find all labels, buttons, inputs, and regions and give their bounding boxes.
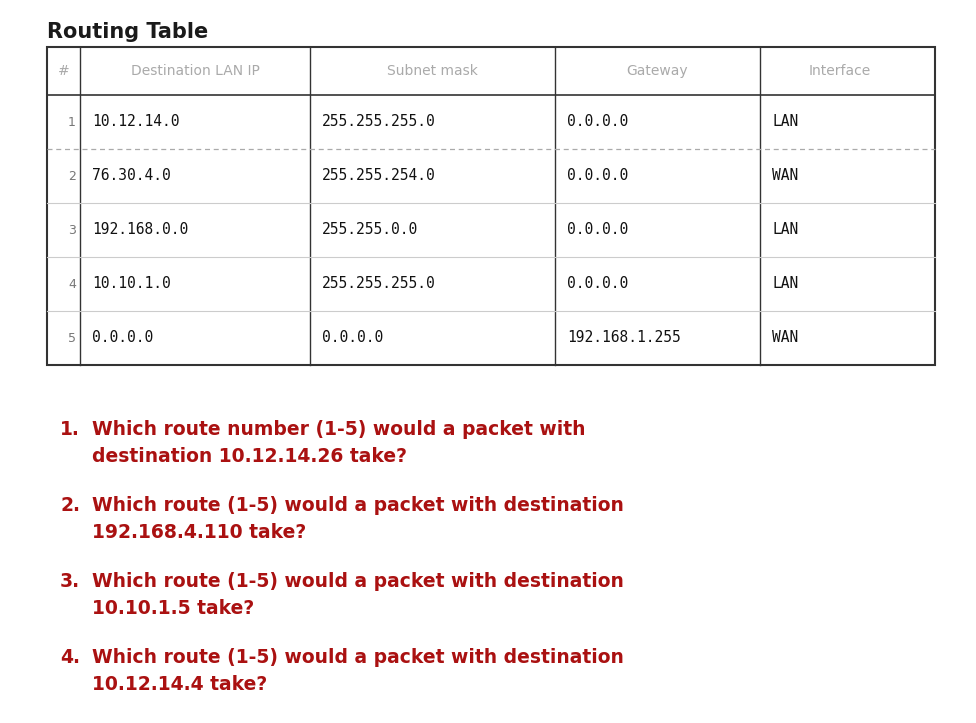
Text: 255.255.254.0: 255.255.254.0 bbox=[322, 168, 435, 184]
Text: destination 10.12.14.26 take?: destination 10.12.14.26 take? bbox=[92, 447, 407, 466]
Text: 192.168.4.110 take?: 192.168.4.110 take? bbox=[92, 523, 306, 542]
Text: 255.255.255.0: 255.255.255.0 bbox=[322, 114, 435, 129]
Text: 4.: 4. bbox=[60, 648, 80, 667]
Text: 10.10.1.5 take?: 10.10.1.5 take? bbox=[92, 599, 255, 618]
Text: 10.12.14.4 take?: 10.12.14.4 take? bbox=[92, 675, 267, 694]
Text: 5: 5 bbox=[68, 332, 76, 344]
Text: 0.0.0.0: 0.0.0.0 bbox=[567, 276, 629, 291]
Text: Destination LAN IP: Destination LAN IP bbox=[131, 64, 260, 78]
Text: Gateway: Gateway bbox=[627, 64, 688, 78]
Text: Which route number (1-5) would a packet with: Which route number (1-5) would a packet … bbox=[92, 420, 586, 439]
Text: Interface: Interface bbox=[809, 64, 872, 78]
Text: Subnet mask: Subnet mask bbox=[387, 64, 478, 78]
Text: 192.168.1.255: 192.168.1.255 bbox=[567, 330, 680, 346]
Text: 255.255.0.0: 255.255.0.0 bbox=[322, 223, 419, 237]
Text: LAN: LAN bbox=[772, 276, 798, 291]
Text: 3: 3 bbox=[68, 223, 76, 236]
Text: Routing Table: Routing Table bbox=[47, 22, 208, 42]
Text: 0.0.0.0: 0.0.0.0 bbox=[567, 223, 629, 237]
Text: 255.255.255.0: 255.255.255.0 bbox=[322, 276, 435, 291]
Text: 1.: 1. bbox=[60, 420, 80, 439]
Text: Which route (1-5) would a packet with destination: Which route (1-5) would a packet with de… bbox=[92, 496, 624, 515]
Text: 0.0.0.0: 0.0.0.0 bbox=[322, 330, 384, 346]
Text: #: # bbox=[58, 64, 69, 78]
Text: 1: 1 bbox=[68, 116, 76, 129]
Text: Which route (1-5) would a packet with destination: Which route (1-5) would a packet with de… bbox=[92, 648, 624, 667]
Text: 76.30.4.0: 76.30.4.0 bbox=[92, 168, 171, 184]
Text: Which route (1-5) would a packet with destination: Which route (1-5) would a packet with de… bbox=[92, 572, 624, 591]
Text: WAN: WAN bbox=[772, 168, 798, 184]
Text: 0.0.0.0: 0.0.0.0 bbox=[567, 114, 629, 129]
Text: 4: 4 bbox=[68, 278, 76, 291]
Text: 2: 2 bbox=[68, 169, 76, 182]
Text: 10.12.14.0: 10.12.14.0 bbox=[92, 114, 180, 129]
Text: LAN: LAN bbox=[772, 114, 798, 129]
Text: LAN: LAN bbox=[772, 223, 798, 237]
Text: 0.0.0.0: 0.0.0.0 bbox=[92, 330, 153, 346]
Text: 3.: 3. bbox=[60, 572, 80, 591]
Text: WAN: WAN bbox=[772, 330, 798, 346]
Text: 2.: 2. bbox=[60, 496, 80, 515]
Bar bbox=[47, 47, 935, 365]
Text: 0.0.0.0: 0.0.0.0 bbox=[567, 168, 629, 184]
Text: 10.10.1.0: 10.10.1.0 bbox=[92, 276, 171, 291]
Text: 192.168.0.0: 192.168.0.0 bbox=[92, 223, 188, 237]
